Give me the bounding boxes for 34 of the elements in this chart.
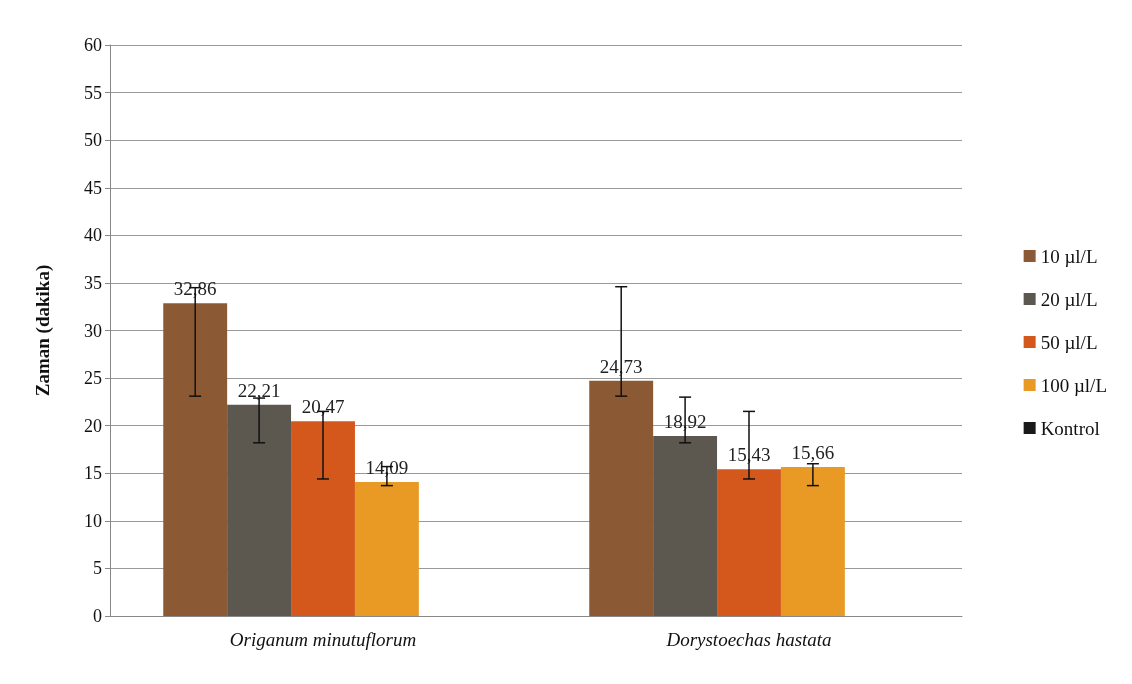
y-tick-label: 45 xyxy=(84,177,102,198)
y-tick-label: 35 xyxy=(84,272,102,293)
bar xyxy=(291,421,355,616)
legend-label: 20 µl/L xyxy=(1040,288,1098,310)
y-tick-label: 30 xyxy=(84,320,102,341)
x-tick-label: Dorystoechas hastata xyxy=(665,629,832,650)
legend-label: 100 µl/L xyxy=(1040,374,1108,396)
legend-label: Kontrol xyxy=(1040,417,1100,439)
bar xyxy=(717,469,781,616)
y-tick-label: 20 xyxy=(84,415,102,436)
data-label: 15,66 xyxy=(791,441,835,463)
x-tick-label: Origanum minutuflorum xyxy=(229,629,417,650)
y-tick-label: 25 xyxy=(84,368,102,389)
legend-label: 10 µl/L xyxy=(1040,245,1098,267)
data-label: 20,47 xyxy=(301,396,345,418)
bar xyxy=(163,303,228,616)
bar xyxy=(653,435,718,616)
data-label: 14,09 xyxy=(365,456,409,478)
bar xyxy=(354,481,419,616)
bar xyxy=(780,466,845,616)
data-label: 22,21 xyxy=(237,379,281,401)
y-tick-label: 40 xyxy=(84,225,102,246)
data-label: 32,86 xyxy=(173,278,217,300)
y-tick-label: 50 xyxy=(84,130,102,151)
y-tick-label: 55 xyxy=(84,82,102,103)
y-axis-title: Zaman (dakika) xyxy=(32,264,54,397)
y-tick-label: 15 xyxy=(84,463,102,484)
bar xyxy=(589,380,654,616)
y-tick-label: 0 xyxy=(93,606,102,626)
bar xyxy=(227,404,292,616)
y-tick-label: 60 xyxy=(84,35,102,55)
y-tick-label: 10 xyxy=(84,510,102,531)
y-tick-label: 5 xyxy=(93,558,102,579)
legend-label: 50 µl/L xyxy=(1040,331,1098,353)
